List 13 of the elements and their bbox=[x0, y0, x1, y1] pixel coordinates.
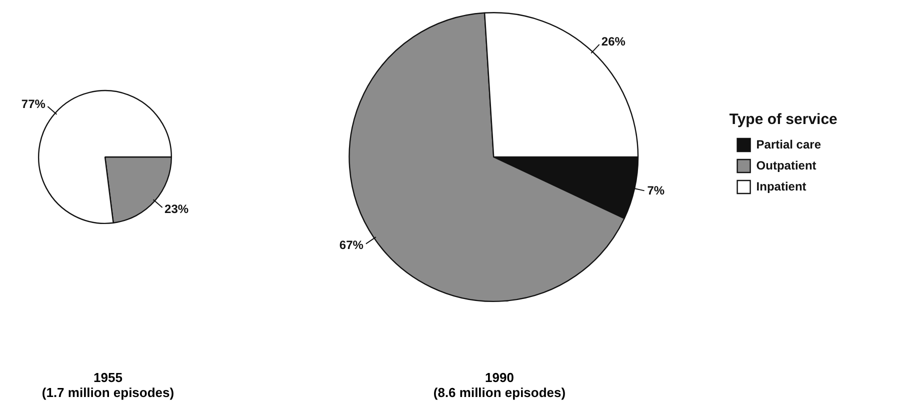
data-label: 23% bbox=[164, 202, 189, 216]
data-label: 26% bbox=[601, 34, 626, 49]
text: (1.7 million episodes) bbox=[40, 385, 176, 400]
data-label: 67% bbox=[339, 238, 364, 252]
text: 1990 bbox=[484, 370, 515, 385]
text: (8.6 million episodes) bbox=[432, 385, 567, 400]
legend-title: Type of service bbox=[729, 111, 838, 128]
text: 1955 bbox=[92, 370, 124, 385]
legend-label: Outpatient bbox=[756, 158, 816, 172]
data-label: 77% bbox=[21, 96, 46, 111]
data-label: 7% bbox=[647, 184, 665, 198]
legend-label: Partial care bbox=[756, 137, 822, 152]
legend-label: Inpatient bbox=[756, 179, 806, 194]
